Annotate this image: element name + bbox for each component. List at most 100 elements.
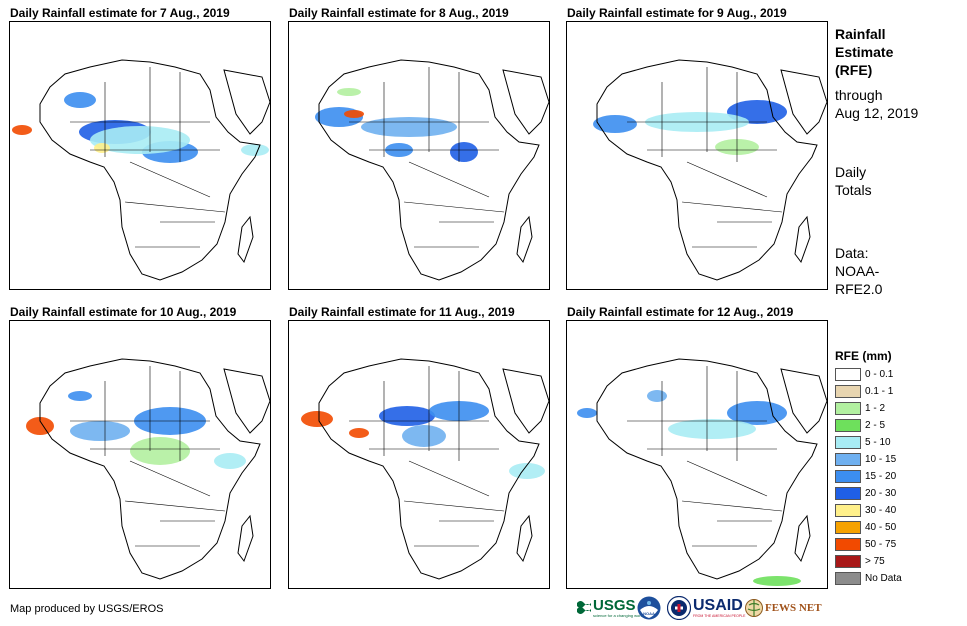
fewsnet-logo-text: FEWS NET (765, 602, 822, 614)
arabia-outline (780, 368, 827, 434)
panel-title-5: Daily Rainfall estimate for 11 Aug., 201… (289, 305, 515, 319)
country-border (124, 201, 226, 213)
madagascar-outline (794, 514, 811, 563)
madagascar-outline (794, 215, 811, 264)
africa-outline (39, 59, 261, 281)
legend-label: 10 - 15 (865, 454, 897, 465)
legend-swatch (835, 504, 861, 517)
map-panel-4 (9, 320, 271, 589)
sidebar-through-label: through (835, 87, 883, 103)
legend-title: RFE (mm) (835, 349, 892, 363)
legend-label: 50 - 75 (865, 539, 897, 550)
usaid-logo-text: USAID (693, 596, 743, 614)
usaid-logo: USAID FROM THE AMERICAN PEOPLE (693, 595, 745, 621)
rainfall-area (301, 411, 333, 427)
legend-item: No Data (835, 570, 902, 587)
sidebar-data-1: Data: (835, 245, 869, 261)
rainfall-area (241, 144, 269, 156)
usaid-tagline: FROM THE AMERICAN PEOPLE (693, 613, 746, 618)
madagascar-outline (237, 215, 254, 264)
legend-swatch (835, 402, 861, 415)
legend-item: 1 - 2 (835, 400, 885, 417)
rainfall-area (214, 453, 246, 469)
legend-item: 0.1 - 1 (835, 383, 893, 400)
usgs-wave-icon (577, 601, 591, 614)
usgs-tagline: science for a changing world (593, 613, 644, 618)
legend-item: 40 - 50 (835, 519, 896, 536)
africa-outline (318, 358, 540, 580)
rainfall-map-4 (26, 358, 270, 580)
rainfall-area (337, 88, 361, 96)
noaa-logo-text: NOAA (643, 611, 655, 616)
arabia-outline (223, 69, 270, 135)
sidebar-data-3: RFE2.0 (835, 281, 883, 297)
africa-outline (596, 358, 818, 580)
legend-label: 40 - 50 (865, 522, 897, 533)
legend-swatch (835, 487, 861, 500)
legend-swatch (835, 470, 861, 483)
rainfall-area (130, 437, 190, 465)
rainfall-area (361, 117, 457, 137)
legend-label: 5 - 10 (865, 437, 891, 448)
rainfall-map-5 (301, 358, 549, 580)
country-border (681, 500, 783, 512)
arabia-outline (502, 69, 549, 135)
rainfall-area (70, 421, 130, 441)
country-border (403, 201, 505, 213)
panel-title-4: Daily Rainfall estimate for 10 Aug., 201… (10, 305, 237, 319)
rainfall-area (349, 428, 369, 438)
legend-label: No Data (865, 573, 902, 584)
africa-outline (39, 358, 261, 580)
country-border (408, 161, 490, 198)
rainfall-area (12, 125, 32, 135)
legend-label: 30 - 40 (865, 505, 897, 516)
arabia-outline (502, 368, 549, 434)
legend-swatch (835, 453, 861, 466)
country-border (403, 500, 505, 512)
rainfall-map-6 (577, 358, 827, 586)
rainfall-area (668, 419, 756, 439)
legend-swatch (835, 419, 861, 432)
country-border (686, 460, 768, 497)
fewsnet-globe-icon (745, 599, 763, 617)
legend-swatch (835, 555, 861, 568)
legend-item: 0 - 0.1 (835, 366, 893, 383)
panel-title-2: Daily Rainfall estimate for 8 Aug., 2019 (289, 6, 509, 20)
legend-item: 30 - 40 (835, 502, 896, 519)
panel-title-1: Daily Rainfall estimate for 7 Aug., 2019 (10, 6, 230, 20)
sidebar-heading-3: (RFE) (835, 62, 873, 78)
map-panel-5 (288, 320, 550, 589)
legend-swatch (835, 368, 861, 381)
rainfall-area (26, 417, 54, 435)
sidebar-data-2: NOAA- (835, 263, 880, 279)
legend-swatch (835, 538, 861, 551)
usaid-seal-logo (667, 596, 691, 620)
country-border (129, 161, 211, 198)
legend-swatch (835, 521, 861, 534)
sidebar-heading-1: Rainfall (835, 26, 886, 42)
rainfall-area (727, 401, 787, 425)
map-panel-1 (9, 21, 271, 290)
africa-outline (318, 59, 540, 281)
legend-item: 2 - 5 (835, 417, 885, 434)
rainfall-area (379, 406, 435, 426)
map-panel-2 (288, 21, 550, 290)
legend-item: 20 - 30 (835, 485, 896, 502)
rainfall-map-3 (593, 59, 827, 281)
usgs-logo-text: USGS (593, 597, 636, 614)
legend-label: 1 - 2 (865, 403, 886, 414)
rainfall-area (94, 143, 110, 153)
country-border (408, 460, 490, 497)
rainfall-area (64, 92, 96, 108)
legend-item: > 75 (835, 553, 885, 570)
usgs-logo: USGS science for a changing world (577, 595, 644, 621)
legend-item: 15 - 20 (835, 468, 896, 485)
legend-item: 10 - 15 (835, 451, 896, 468)
legend-item: 5 - 10 (835, 434, 891, 451)
arabia-outline (780, 69, 827, 135)
rainfall-area (402, 425, 446, 447)
noaa-logo: NOAA (637, 596, 661, 620)
panel-title-3: Daily Rainfall estimate for 9 Aug., 2019 (567, 6, 787, 20)
country-border (124, 500, 226, 512)
rainfall-area (344, 110, 364, 118)
